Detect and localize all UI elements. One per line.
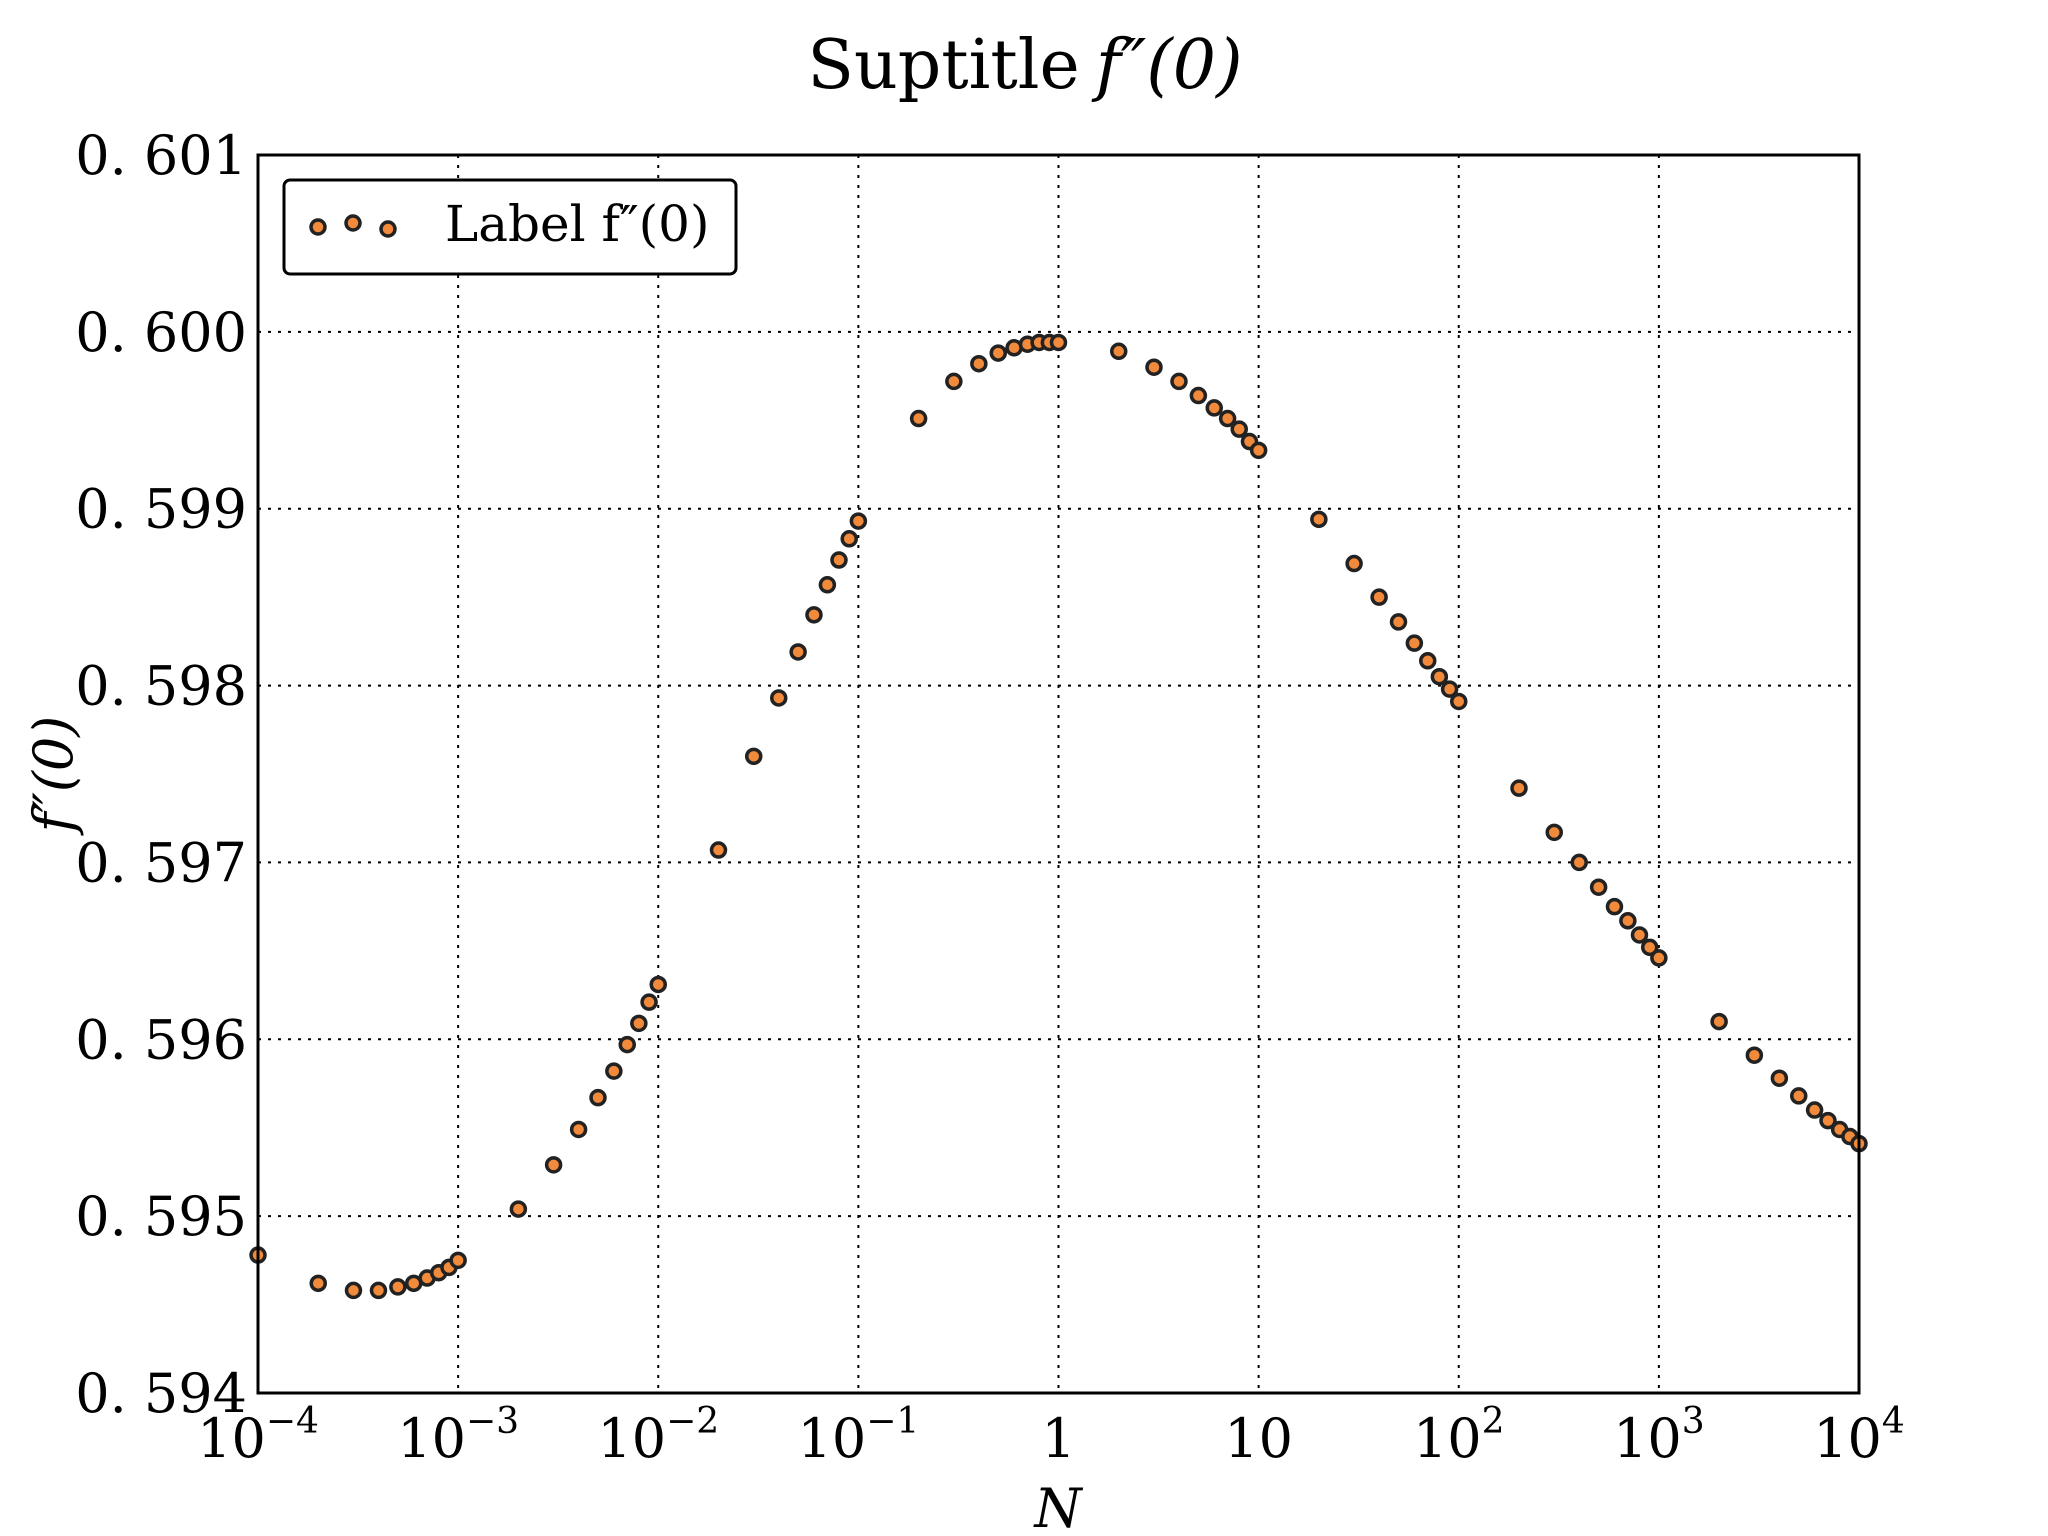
x-tick-label: 104	[1813, 1401, 1905, 1470]
y-tick-label: 0. 597	[75, 831, 247, 894]
data-point	[1510, 779, 1528, 797]
data-point	[1310, 510, 1328, 529]
data-point	[1230, 420, 1248, 438]
data-point	[309, 1274, 327, 1293]
y-tick-label: 0. 595	[75, 1185, 247, 1248]
legend: Label f″(0)	[282, 178, 738, 276]
data-point	[389, 1278, 407, 1296]
data-point	[849, 512, 868, 530]
data-point	[509, 1200, 528, 1218]
data-point	[769, 689, 788, 707]
data-point	[1745, 1046, 1764, 1064]
data-point	[1790, 1087, 1808, 1105]
chart-title-math: f″(0)	[1091, 26, 1243, 105]
data-point	[945, 372, 963, 391]
y-tick-label: 0. 596	[75, 1008, 247, 1071]
data-point	[1205, 399, 1223, 417]
data-point	[649, 975, 667, 994]
data-point	[744, 747, 763, 766]
x-tick-label: 103	[1613, 1401, 1705, 1470]
data-point	[1419, 652, 1437, 670]
data-point	[840, 530, 858, 548]
y-tick-label: 0. 600	[75, 301, 247, 364]
chart-title: Suptitle f″(0)	[807, 26, 1242, 105]
x-tick-label: 10−4	[197, 1401, 319, 1470]
data-point	[818, 576, 837, 594]
data-point	[618, 1035, 637, 1054]
plot-frame	[256, 153, 1861, 1395]
legend-label: Label f″(0)	[445, 195, 710, 253]
data-point	[1630, 926, 1649, 944]
data-point	[630, 1014, 648, 1033]
data-point	[1650, 949, 1668, 967]
data-point	[909, 409, 928, 428]
data-point	[1430, 667, 1449, 686]
data-point	[449, 1251, 467, 1270]
data-point	[1805, 1101, 1824, 1119]
data-point	[1450, 692, 1468, 711]
data-point	[1109, 342, 1128, 361]
data-point	[1545, 823, 1563, 842]
data-point	[1218, 409, 1237, 428]
data-point	[1589, 878, 1608, 896]
x-tick-labels: 10−4 10−3 10−2 10−1 1 10 102 103 104	[197, 1401, 1905, 1470]
x-axis-label: N	[1032, 1477, 1083, 1536]
x-tick-label: 10−2	[597, 1401, 719, 1470]
y-tick-label: 0. 598	[75, 655, 247, 718]
data-point	[1605, 897, 1624, 916]
data-point	[589, 1088, 607, 1107]
data-point	[569, 1120, 588, 1139]
data-point	[640, 993, 658, 1011]
y-axis-label: f″(0)	[22, 716, 85, 837]
legend-marker	[379, 220, 397, 238]
data-points	[249, 333, 1868, 1300]
legend-marker	[309, 218, 327, 236]
y-tick-labels: 0. 594 0. 595 0. 596 0. 597 0. 598 0. 599 0. 6…	[75, 124, 247, 1425]
data-point	[1819, 1111, 1837, 1130]
data-point	[605, 1062, 623, 1080]
y-tick-label: 0. 599	[75, 478, 247, 541]
data-point	[1170, 372, 1188, 391]
x-tick-label: 1	[1041, 1407, 1075, 1470]
data-point	[1345, 554, 1363, 573]
data-point	[1710, 1012, 1728, 1031]
data-point	[789, 643, 807, 661]
y-tick-label: 0. 601	[75, 124, 247, 187]
data-point	[1249, 441, 1268, 460]
grid	[258, 155, 1859, 1393]
data-point	[344, 1281, 363, 1300]
data-point	[1640, 938, 1659, 957]
data-point	[1570, 853, 1588, 872]
data-point	[1145, 358, 1163, 376]
data-point	[830, 551, 848, 569]
x-tick-label: 10−1	[797, 1401, 919, 1470]
legend-box	[282, 178, 738, 276]
data-point	[1440, 680, 1459, 698]
x-tick-label: 102	[1413, 1401, 1505, 1470]
x-tick-label: 10−3	[397, 1401, 519, 1470]
chart-title-text: Suptitle	[807, 26, 1079, 105]
data-point	[989, 344, 1008, 362]
data-point	[544, 1156, 563, 1174]
data-point	[1405, 634, 1424, 652]
data-point	[1049, 333, 1068, 352]
legend-marker	[344, 214, 362, 232]
data-point	[369, 1281, 388, 1300]
x-tick-label: 10	[1224, 1407, 1293, 1470]
data-point	[1370, 588, 1388, 606]
data-point	[805, 606, 823, 624]
data-point	[1770, 1069, 1789, 1087]
data-point	[1189, 386, 1208, 405]
data-point	[1619, 912, 1637, 930]
data-point	[709, 841, 728, 859]
data-point	[1389, 613, 1408, 631]
data-point	[970, 354, 988, 373]
y-tick-label: 0. 594	[75, 1362, 247, 1425]
